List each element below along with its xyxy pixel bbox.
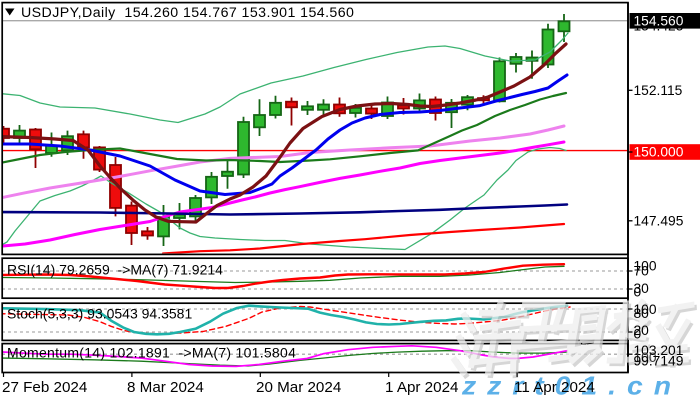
- svg-text:USDJPY,Daily 154.260 154.767: USDJPY,Daily 154.260 154.767 153.901 154…: [21, 5, 354, 21]
- svg-text:1 Apr 2024: 1 Apr 2024: [385, 379, 458, 396]
- svg-text:zzrt01.cn: zzrt01.cn: [461, 370, 682, 400]
- svg-text:100: 100: [634, 302, 657, 317]
- svg-text:Momentum(14) 102.1891 ->MA(7): Momentum(14) 102.1891 ->MA(7) 101.5804: [7, 345, 296, 361]
- svg-text:27 Feb 2024: 27 Feb 2024: [2, 379, 87, 396]
- svg-text:147.495: 147.495: [634, 214, 684, 229]
- svg-text:103.201: 103.201: [634, 343, 684, 358]
- svg-text:RSI(14) 79.2659 ->MA(7) 71.92: RSI(14) 79.2659 ->MA(7) 71.9214: [7, 261, 223, 277]
- svg-text:152.115: 152.115: [634, 83, 683, 98]
- svg-text:150.000: 150.000: [634, 145, 684, 160]
- svg-text:Stoch(5,3,3) 93.0543 94.3581: Stoch(5,3,3) 93.0543 94.3581: [7, 305, 192, 321]
- svg-text:70: 70: [634, 263, 650, 278]
- svg-text:99.7149: 99.7149: [634, 353, 684, 368]
- svg-text:0: 0: [634, 327, 642, 342]
- svg-text:100: 100: [634, 258, 657, 273]
- svg-text:154.560: 154.560: [634, 13, 684, 28]
- svg-text:80: 80: [634, 306, 650, 321]
- svg-text:20: 20: [634, 323, 650, 338]
- svg-text:8 Mar 2024: 8 Mar 2024: [127, 379, 204, 396]
- svg-text:0: 0: [634, 284, 642, 299]
- svg-text:20 Mar 2024: 20 Mar 2024: [256, 379, 341, 396]
- svg-text:100: 100: [634, 350, 657, 365]
- svg-text:11 Apr 2024: 11 Apr 2024: [514, 379, 595, 396]
- svg-text:30: 30: [634, 281, 650, 296]
